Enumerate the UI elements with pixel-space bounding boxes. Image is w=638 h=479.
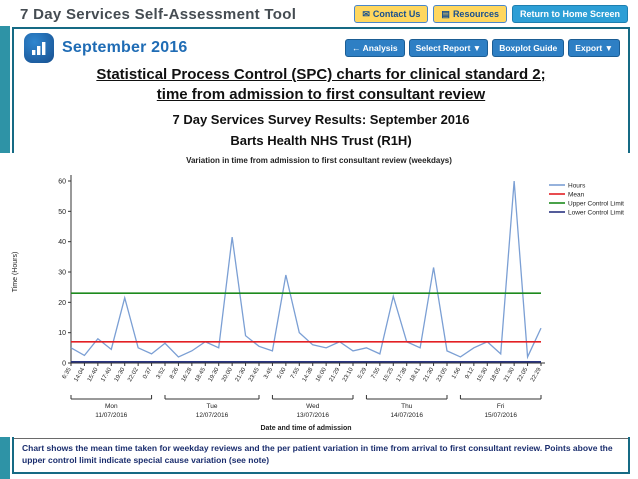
svg-text:18:05: 18:05: [490, 366, 503, 383]
svg-text:6:35: 6:35: [62, 366, 73, 380]
svg-text:7:55: 7:55: [290, 366, 301, 380]
select-report-dropdown[interactable]: Select Report ▼: [408, 39, 489, 57]
svg-text:3:45: 3:45: [263, 366, 274, 380]
svg-text:16:28: 16:28: [181, 366, 194, 383]
svg-text:Time (Hours): Time (Hours): [12, 252, 19, 293]
chart-section: Variation in time from admission to firs…: [0, 153, 638, 437]
svg-text:22:02: 22:02: [127, 366, 140, 383]
svg-text:21:30: 21:30: [503, 366, 516, 383]
svg-text:17:40: 17:40: [100, 366, 113, 383]
svg-text:Date and time of admission: Date and time of admission: [260, 425, 351, 432]
svg-text:21:29: 21:29: [329, 366, 342, 383]
svg-text:18:45: 18:45: [194, 366, 207, 383]
svg-text:19:30: 19:30: [208, 366, 221, 383]
svg-text:14/07/2016: 14/07/2016: [390, 412, 423, 419]
report-month-title: September 2016: [62, 39, 188, 56]
chart-footnote: Chart shows the mean time taken for week…: [14, 438, 628, 472]
svg-text:18:41: 18:41: [409, 366, 422, 383]
contact-us-label: Contact Us: [372, 9, 421, 19]
contact-us-button[interactable]: ✉ Contact Us: [354, 5, 429, 23]
report-titles: Statistical Process Control (SPC) charts…: [14, 65, 628, 148]
svg-text:20: 20: [58, 300, 66, 307]
svg-text:15:40: 15:40: [87, 366, 100, 383]
svg-text:16:00: 16:00: [315, 366, 328, 383]
svg-text:Mean: Mean: [568, 192, 585, 199]
svg-text:22:05: 22:05: [517, 366, 530, 383]
boxplot-guide-button[interactable]: Boxplot Guide: [492, 39, 565, 57]
svg-text:15:25: 15:25: [382, 366, 395, 383]
envelope-icon: ✉: [362, 8, 370, 19]
svg-text:20:00: 20:00: [221, 366, 234, 383]
svg-text:14:04: 14:04: [73, 366, 86, 383]
svg-text:5:29: 5:29: [357, 366, 368, 380]
report-main-title-line1: Statistical Process Control (SPC) charts…: [96, 66, 546, 83]
resources-label: Resources: [452, 9, 499, 19]
svg-text:Thu: Thu: [401, 403, 413, 410]
svg-text:1:56: 1:56: [451, 366, 462, 380]
report-main-title: Statistical Process Control (SPC) charts…: [14, 65, 628, 104]
svg-text:Wed: Wed: [306, 403, 320, 410]
panel-actions: ← Analysis Select Report ▼ Boxplot Guide…: [345, 39, 620, 57]
svg-text:22:29: 22:29: [530, 366, 543, 383]
svg-text:19:30: 19:30: [114, 366, 127, 383]
svg-text:Fri: Fri: [497, 403, 505, 410]
svg-text:Lower Control Limit: Lower Control Limit: [568, 210, 624, 217]
svg-text:10: 10: [58, 330, 66, 337]
svg-text:15/07/2016: 15/07/2016: [484, 412, 517, 419]
survey-results-title: 7 Day Services Survey Results: September…: [172, 112, 470, 127]
svg-text:0:37: 0:37: [142, 366, 153, 380]
svg-text:11/07/2016: 11/07/2016: [95, 412, 127, 419]
svg-text:17:38: 17:38: [396, 366, 409, 383]
svg-text:Tue: Tue: [207, 403, 218, 410]
return-home-button[interactable]: Return to Home Screen: [511, 5, 628, 23]
svg-text:40: 40: [58, 239, 66, 246]
svg-text:5:00: 5:00: [277, 366, 288, 380]
analysis-back-button[interactable]: ← Analysis: [345, 39, 405, 57]
app-title: 7 Day Services Self-Assessment Tool: [20, 5, 297, 23]
svg-text:50: 50: [58, 209, 66, 216]
svg-text:8:26: 8:26: [169, 366, 180, 380]
svg-text:9:12: 9:12: [465, 366, 476, 380]
bar-chart-logo-icon: [24, 33, 54, 63]
report-panel: September 2016 ← Analysis Select Report …: [0, 27, 638, 474]
svg-text:23:05: 23:05: [436, 366, 449, 383]
svg-text:23:45: 23:45: [248, 366, 261, 383]
svg-text:21:30: 21:30: [423, 366, 436, 383]
trust-name-title: Barts Health NHS Trust (R1H): [230, 133, 412, 148]
top-bar: 7 Day Services Self-Assessment Tool ✉ Co…: [0, 0, 638, 26]
resources-button[interactable]: ▤ Resources: [433, 5, 507, 23]
svg-text:13/07/2016: 13/07/2016: [296, 412, 329, 419]
top-actions: ✉ Contact Us ▤ Resources Return to Home …: [354, 5, 628, 23]
svg-text:Mon: Mon: [105, 403, 118, 410]
svg-text:14:38: 14:38: [302, 366, 315, 383]
export-dropdown[interactable]: Export ▼: [568, 39, 620, 57]
svg-text:Hours: Hours: [568, 183, 586, 190]
svg-text:60: 60: [58, 179, 66, 186]
svg-text:0: 0: [62, 361, 66, 368]
report-main-title-line2: time from admission to first consultant …: [156, 85, 486, 103]
resources-icon: ▤: [441, 8, 450, 19]
chart-title: Variation in time from admission to firs…: [186, 156, 452, 165]
svg-text:30: 30: [58, 270, 66, 277]
svg-text:3:52: 3:52: [156, 366, 167, 380]
svg-text:15:30: 15:30: [476, 366, 489, 383]
spc-line-chart: 0 10 20 30 40 50 60 Time (Hours) 6:35 14:04 15:40 1…: [0, 167, 638, 437]
svg-text:12/07/2016: 12/07/2016: [196, 412, 229, 419]
svg-text:7:55: 7:55: [371, 366, 382, 380]
svg-text:Upper Control Limit: Upper Control Limit: [568, 201, 624, 208]
svg-text:23:10: 23:10: [342, 366, 355, 383]
svg-text:21:30: 21:30: [235, 366, 248, 383]
panel-header: September 2016 ← Analysis Select Report …: [14, 29, 628, 65]
